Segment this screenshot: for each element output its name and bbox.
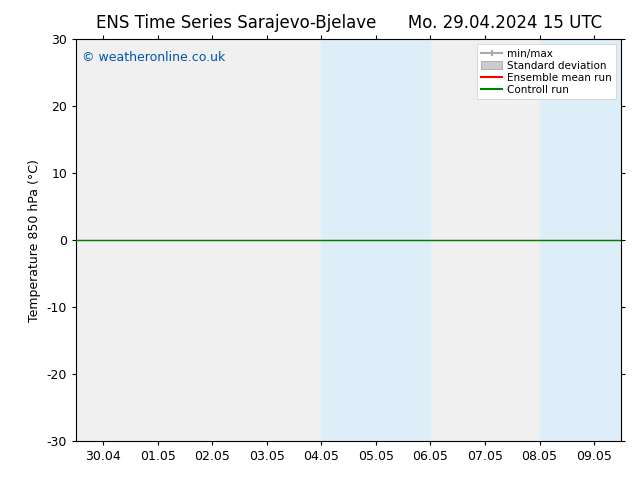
Y-axis label: Temperature 850 hPa (°C): Temperature 850 hPa (°C) [28, 159, 41, 321]
Text: © weatheronline.co.uk: © weatheronline.co.uk [82, 51, 225, 64]
Title: ENS Time Series Sarajevo-Bjelave      Mo. 29.04.2024 15 UTC: ENS Time Series Sarajevo-Bjelave Mo. 29.… [96, 14, 602, 32]
Bar [321, 39, 430, 441]
Legend: min/max, Standard deviation, Ensemble mean run, Controll run: min/max, Standard deviation, Ensemble me… [477, 45, 616, 99]
Bar [540, 39, 621, 441]
